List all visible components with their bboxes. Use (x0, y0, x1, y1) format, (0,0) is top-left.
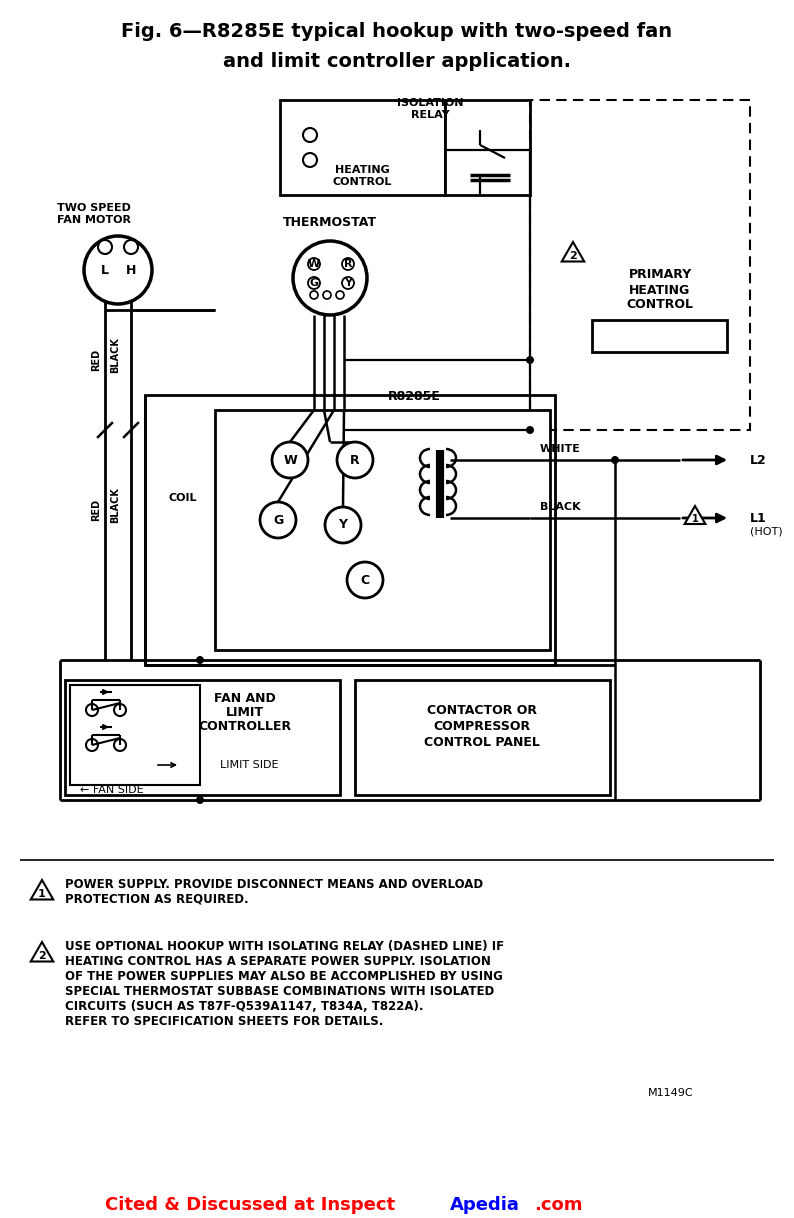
Circle shape (196, 797, 204, 804)
Text: POWER SUPPLY. PROVIDE DISCONNECT MEANS AND OVERLOAD
PROTECTION AS REQUIRED.: POWER SUPPLY. PROVIDE DISCONNECT MEANS A… (65, 878, 483, 906)
Text: 2: 2 (38, 951, 46, 961)
Text: W: W (283, 453, 297, 466)
Text: COIL: COIL (169, 493, 197, 503)
Text: G: G (310, 278, 318, 287)
Text: WHITE: WHITE (540, 445, 580, 454)
Text: Apedia: Apedia (450, 1196, 520, 1214)
Text: R8285E: R8285E (388, 391, 441, 403)
Circle shape (308, 276, 320, 289)
Text: R: R (350, 453, 360, 466)
Text: RED: RED (91, 499, 101, 521)
Text: H: H (125, 263, 137, 276)
Text: ISOLATION: ISOLATION (397, 97, 463, 108)
Text: FAN MOTOR: FAN MOTOR (57, 216, 131, 225)
Circle shape (325, 507, 361, 543)
Circle shape (293, 241, 367, 315)
Text: FAN AND: FAN AND (214, 692, 276, 704)
Circle shape (526, 426, 534, 434)
Circle shape (272, 442, 308, 477)
Text: RELAY: RELAY (410, 110, 449, 121)
Bar (445, 100, 530, 195)
Circle shape (98, 240, 112, 255)
Text: (HOT): (HOT) (750, 527, 783, 537)
Text: Y: Y (338, 519, 348, 531)
Text: L1: L1 (750, 512, 767, 525)
Circle shape (86, 739, 98, 752)
Circle shape (342, 276, 354, 289)
Text: .com: .com (534, 1196, 583, 1214)
Text: LIMIT SIDE: LIMIT SIDE (220, 760, 279, 770)
Text: L2: L2 (750, 453, 767, 466)
Text: M1149C: M1149C (648, 1088, 694, 1097)
Circle shape (347, 561, 383, 598)
Circle shape (310, 291, 318, 298)
Circle shape (114, 739, 126, 752)
Text: Cited & Discussed at Inspect: Cited & Discussed at Inspect (105, 1196, 395, 1214)
Text: and limit controller application.: and limit controller application. (223, 52, 571, 71)
Circle shape (526, 356, 534, 364)
Text: PRIMARY: PRIMARY (628, 268, 692, 281)
Text: COMPRESSOR: COMPRESSOR (434, 720, 530, 732)
Text: L: L (101, 263, 109, 276)
Bar (215, 410, 550, 650)
Bar (145, 395, 555, 665)
Text: 1: 1 (38, 889, 46, 899)
Text: Y: Y (344, 278, 352, 287)
Text: HEATING: HEATING (630, 284, 691, 296)
Text: C: C (360, 574, 369, 587)
Bar (592, 320, 727, 352)
Text: THERMOSTAT: THERMOSTAT (283, 216, 377, 229)
Circle shape (86, 704, 98, 716)
Text: R: R (344, 259, 353, 269)
Text: BLACK: BLACK (110, 487, 120, 523)
Circle shape (84, 236, 152, 304)
Text: BLACK: BLACK (540, 502, 580, 512)
Circle shape (342, 258, 354, 270)
Circle shape (196, 657, 204, 664)
Circle shape (337, 442, 373, 477)
Circle shape (336, 291, 344, 298)
Text: HEATING: HEATING (334, 164, 389, 175)
Circle shape (260, 502, 296, 538)
Text: RED: RED (91, 348, 101, 371)
Circle shape (308, 258, 320, 270)
Bar (530, 100, 750, 430)
Bar (280, 100, 445, 195)
Text: CONTROLLER: CONTROLLER (198, 720, 291, 732)
Text: TWO SPEED: TWO SPEED (57, 203, 131, 213)
Text: Fig. 6—R8285E typical hookup with two-speed fan: Fig. 6—R8285E typical hookup with two-sp… (121, 22, 673, 41)
Text: USE OPTIONAL HOOKUP WITH ISOLATING RELAY (DASHED LINE) IF
HEATING CONTROL HAS A : USE OPTIONAL HOOKUP WITH ISOLATING RELAY… (65, 940, 504, 1028)
Circle shape (611, 456, 619, 464)
Circle shape (114, 704, 126, 716)
Bar (70, 685, 200, 784)
Text: CONTACTOR OR: CONTACTOR OR (427, 704, 537, 716)
Bar (355, 680, 610, 795)
Text: W: W (308, 259, 320, 269)
Text: CONTROL: CONTROL (626, 298, 693, 312)
Text: 2: 2 (569, 251, 577, 261)
Bar (65, 680, 340, 795)
Circle shape (303, 128, 317, 143)
Circle shape (323, 291, 331, 298)
Text: G: G (273, 514, 283, 526)
Text: CONTROL PANEL: CONTROL PANEL (424, 736, 540, 749)
Text: LIMIT: LIMIT (226, 705, 264, 719)
Circle shape (124, 240, 138, 255)
Text: 1: 1 (692, 514, 699, 524)
Text: CONTROL: CONTROL (333, 177, 391, 188)
Text: BLACK: BLACK (110, 337, 120, 373)
Text: ← FAN SIDE: ← FAN SIDE (80, 784, 144, 795)
Circle shape (303, 153, 317, 167)
